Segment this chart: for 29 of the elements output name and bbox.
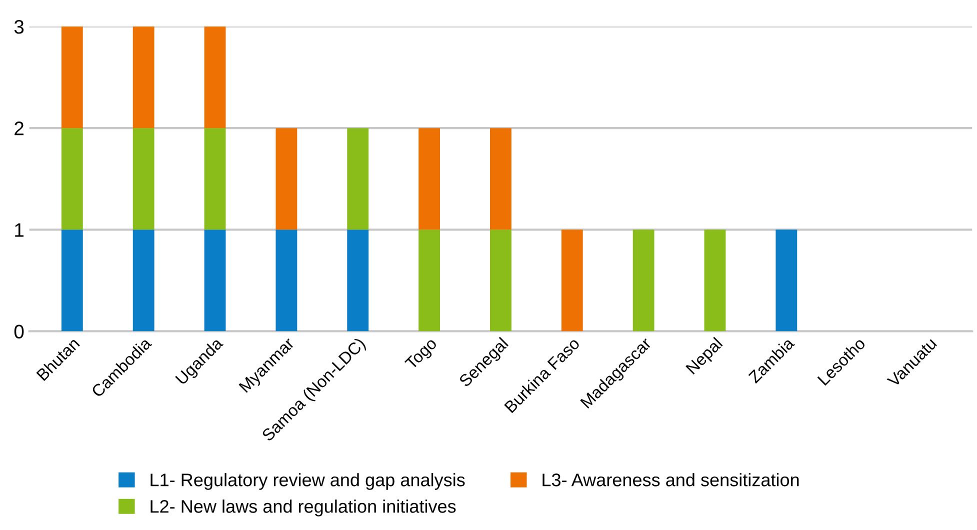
bar <box>704 230 726 332</box>
bar <box>418 230 440 332</box>
bar <box>776 230 798 332</box>
bar <box>132 26 154 128</box>
bar <box>561 230 583 332</box>
bar <box>418 128 440 230</box>
bar <box>204 26 226 128</box>
bar <box>204 128 226 230</box>
bar <box>276 230 298 332</box>
bar <box>204 230 226 332</box>
bar <box>347 230 369 332</box>
bar <box>61 230 83 332</box>
bar <box>61 128 83 230</box>
bar <box>347 128 369 230</box>
bar <box>490 230 512 332</box>
y-tick-label: 2 <box>14 122 24 136</box>
bar <box>61 26 83 128</box>
bar <box>490 128 512 230</box>
y-tick-label: 3 <box>14 20 24 34</box>
legend-label: L2- New laws and regulation initiatives <box>150 500 456 516</box>
y-tick-label: 1 <box>15 223 24 237</box>
legend-label: L3- Awareness and sensitization <box>542 473 799 486</box>
bar <box>132 128 154 230</box>
y-tick-label: 0 <box>14 324 24 338</box>
bar <box>632 230 654 332</box>
legend-label: L1- Regulatory review and gap analysis <box>150 473 465 490</box>
bar <box>276 128 298 230</box>
x-tick-label: Togo <box>404 337 440 372</box>
bar <box>132 230 154 332</box>
